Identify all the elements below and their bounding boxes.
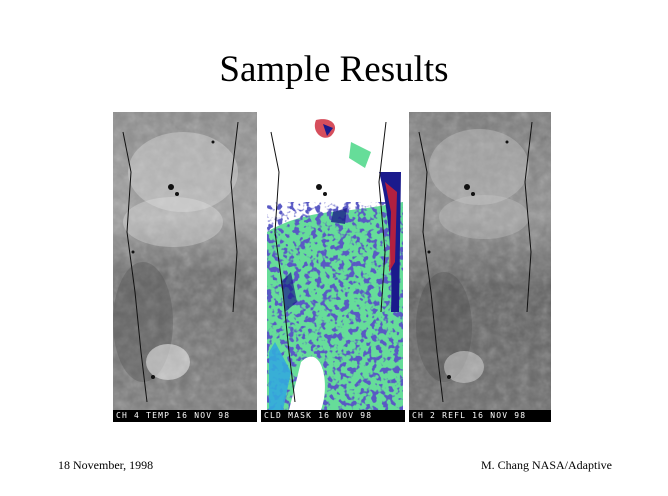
ch2-refl-image: CH 2 REFL 16 NOV 98 xyxy=(409,112,551,422)
ch2-refl-graphic xyxy=(409,112,551,410)
cloud-mask-graphic xyxy=(261,112,405,410)
footer-author: M. Chang NASA/Adaptive xyxy=(481,458,612,472)
cloud-mask-caption: CLD MASK 16 NOV 98 xyxy=(261,410,405,422)
cloud-mask-image: CLD MASK 16 NOV 98 xyxy=(261,112,405,422)
ch4-temp-image: CH 4 TEMP 16 NOV 98 xyxy=(113,112,257,422)
ch2-refl-caption: CH 2 REFL 16 NOV 98 xyxy=(409,410,551,422)
footer-date: 18 November, 1998 xyxy=(58,458,154,472)
ch4-temp-graphic xyxy=(113,112,257,410)
ch4-temp-caption: CH 4 TEMP 16 NOV 98 xyxy=(113,410,257,422)
slide-title: Sample Results xyxy=(219,49,449,90)
